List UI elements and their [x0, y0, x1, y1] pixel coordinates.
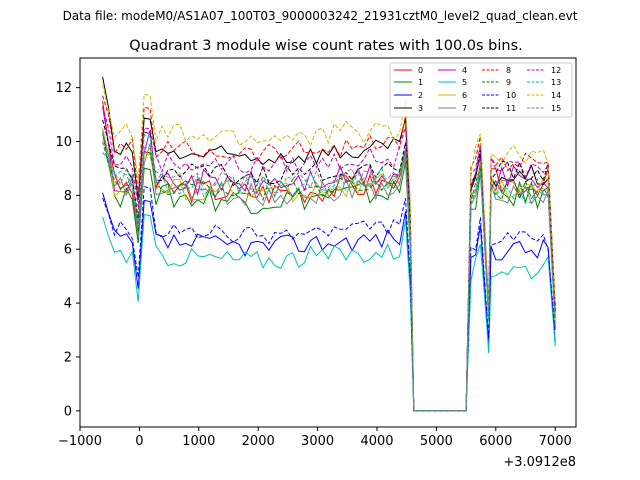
axis-ticks: −1000 0 1000 2000 3000 4000 5000 6000 7000 0 2 4 6 8 1… [55, 81, 571, 449]
series-line-15 [102, 141, 556, 412]
x-tick-label: 5000 [420, 434, 453, 449]
x-tick-label: 7000 [539, 434, 572, 449]
chart-title: Quadrant 3 module wise count rates with … [129, 38, 523, 54]
chart-suptitle: Data file: modeM0/AS1A07_100T03_90000032… [63, 9, 578, 23]
x-tick-label: −1000 [58, 434, 102, 449]
x-tick-label: 3000 [301, 434, 334, 449]
x-tick-label: 6000 [479, 434, 512, 449]
legend-label-5: 5 [462, 78, 467, 87]
y-tick-label: 4 [64, 297, 72, 312]
y-tick-label: 6 [64, 243, 72, 258]
y-tick-label: 0 [64, 404, 72, 419]
legend-label-15: 15 [551, 104, 561, 113]
series-line-8 [102, 95, 556, 412]
x-tick-label: 1000 [182, 434, 215, 449]
y-tick-label: 8 [64, 189, 72, 204]
series-line-0 [102, 101, 556, 412]
legend-label-12: 12 [551, 66, 561, 75]
y-tick-label: 10 [55, 135, 72, 150]
legend-label-8: 8 [506, 66, 511, 75]
legend-label-2: 2 [418, 91, 423, 100]
x-offset-label: +3.0912e8 [503, 455, 576, 470]
legend-label-7: 7 [462, 104, 467, 113]
legend-label-11: 11 [506, 104, 516, 113]
legend-box [389, 62, 573, 118]
series-line-10 [102, 186, 556, 412]
y-tick-label: 12 [55, 81, 72, 96]
legend-label-10: 10 [506, 91, 516, 100]
x-tick-label: 0 [135, 434, 143, 449]
legend-label-9: 9 [506, 78, 511, 87]
legend-label-3: 3 [418, 104, 423, 113]
legend-label-1: 1 [418, 78, 423, 87]
plot-frame [79, 57, 577, 428]
legend-label-14: 14 [551, 91, 561, 100]
x-tick-label: 4000 [360, 434, 393, 449]
y-tick-label: 2 [64, 350, 72, 365]
legend-label-0: 0 [418, 66, 423, 75]
x-tick-label: 2000 [242, 434, 275, 449]
series-line-14 [102, 84, 556, 412]
series-line-5 [102, 213, 556, 412]
legend-label-4: 4 [462, 66, 467, 75]
legend-label-6: 6 [462, 91, 467, 100]
series-line-13 [102, 134, 556, 412]
series-layer [102, 76, 556, 412]
legend-label-13: 13 [551, 78, 561, 87]
